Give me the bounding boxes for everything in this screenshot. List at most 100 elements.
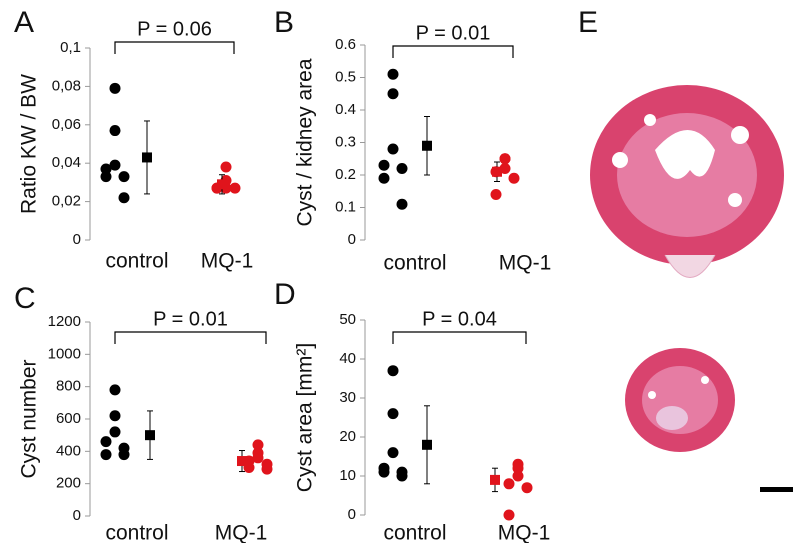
panel-letter: C — [14, 282, 36, 315]
data-point — [109, 125, 121, 137]
mean-marker — [237, 456, 247, 467]
y-tick-label: 30 — [339, 389, 356, 406]
y-tick-label: 0 — [73, 231, 81, 248]
kidney-image — [590, 85, 784, 278]
mean-marker — [145, 430, 155, 441]
panel-letter: A — [14, 6, 34, 39]
x-tick-label: MQ-1 — [215, 522, 268, 543]
y-tick-label: 0,02 — [52, 193, 81, 210]
data-point — [499, 153, 511, 165]
data-point — [109, 159, 121, 171]
data-point — [109, 410, 121, 422]
panel-letter: D — [274, 278, 296, 311]
p-value: P = 0.04 — [422, 308, 497, 330]
data-point — [220, 161, 232, 173]
y-axis-label: Cyst area [mm²] — [294, 343, 317, 492]
data-point — [512, 462, 524, 474]
y-tick-label: 800 — [56, 378, 81, 395]
x-tick-label: control — [383, 522, 446, 543]
y-tick-label: 0.2 — [335, 166, 356, 183]
y-tick-label: 0,06 — [52, 116, 81, 133]
data-point — [378, 466, 390, 478]
data-point — [109, 384, 121, 396]
significance-bracket — [392, 331, 527, 344]
data-point — [252, 452, 264, 464]
x-tick-label: control — [105, 522, 168, 543]
y-tick-label: 200 — [56, 475, 81, 492]
data-point — [503, 478, 515, 490]
mean-marker — [422, 439, 432, 450]
data-point — [503, 509, 515, 521]
y-tick-label: 0.6 — [335, 36, 356, 53]
x-tick-label: control — [383, 252, 446, 275]
data-point — [387, 68, 399, 80]
data-point — [229, 182, 241, 194]
data-point — [118, 449, 130, 461]
panel-letter: B — [274, 6, 294, 39]
p-value: P = 0.06 — [137, 18, 212, 40]
y-tick-label: 600 — [56, 410, 81, 427]
y-tick-label: 0.4 — [335, 101, 356, 118]
p-value: P = 0.01 — [153, 308, 228, 330]
data-point — [387, 88, 399, 100]
y-tick-label: 0.5 — [335, 68, 356, 85]
data-point — [521, 482, 533, 494]
y-tick-label: 0 — [348, 231, 356, 248]
significance-bracket — [114, 41, 235, 54]
scale-bar — [760, 487, 793, 492]
data-point — [387, 408, 399, 420]
data-point — [396, 470, 408, 482]
mean-marker — [490, 474, 500, 485]
y-tick-label: 20 — [339, 428, 356, 445]
data-point — [100, 163, 112, 175]
data-point — [100, 171, 112, 183]
significance-bracket — [114, 331, 267, 344]
y-tick-label: 0,04 — [52, 154, 81, 171]
p-value: P = 0.01 — [416, 22, 491, 44]
mean-marker — [422, 140, 432, 151]
data-point — [100, 449, 112, 461]
data-point — [118, 192, 130, 204]
data-point — [109, 82, 121, 94]
y-tick-label: 10 — [339, 467, 356, 484]
x-tick-label: MQ-1 — [499, 252, 552, 275]
y-axis-label: Cyst number — [18, 359, 41, 478]
y-axis-label: Cyst / kidney area — [294, 58, 317, 226]
mean-marker — [492, 166, 502, 177]
y-tick-label: 40 — [339, 350, 356, 367]
y-tick-label: 0.3 — [335, 133, 356, 150]
panel-letter: E — [578, 6, 598, 39]
y-tick-label: 0,1 — [60, 39, 81, 56]
y-tick-label: 1200 — [48, 313, 81, 330]
y-tick-label: 0,08 — [52, 77, 81, 94]
data-point — [118, 171, 130, 183]
data-point — [396, 163, 408, 174]
x-tick-label: MQ-1 — [201, 250, 254, 273]
mean-marker — [217, 179, 227, 190]
data-point — [508, 172, 520, 184]
data-point — [387, 365, 399, 377]
y-tick-label: 0 — [73, 507, 81, 524]
significance-bracket — [392, 45, 514, 58]
data-point — [396, 198, 408, 210]
y-tick-label: 50 — [339, 311, 356, 328]
data-point — [109, 426, 121, 438]
y-tick-label: 1000 — [48, 345, 81, 362]
x-tick-label: MQ-1 — [498, 522, 551, 543]
data-point — [387, 447, 399, 459]
y-axis-label: Ratio KW / BW — [18, 74, 41, 214]
data-point — [499, 163, 511, 174]
data-point — [387, 143, 399, 155]
data-point — [261, 463, 273, 475]
data-point — [512, 470, 524, 482]
y-tick-label: 400 — [56, 442, 81, 459]
data-point — [378, 159, 390, 171]
kidney-image — [625, 348, 735, 452]
data-point — [252, 439, 264, 451]
y-tick-label: 0 — [348, 506, 356, 523]
data-point — [490, 189, 502, 200]
data-point — [100, 436, 112, 448]
y-tick-label: 0.1 — [335, 198, 356, 215]
